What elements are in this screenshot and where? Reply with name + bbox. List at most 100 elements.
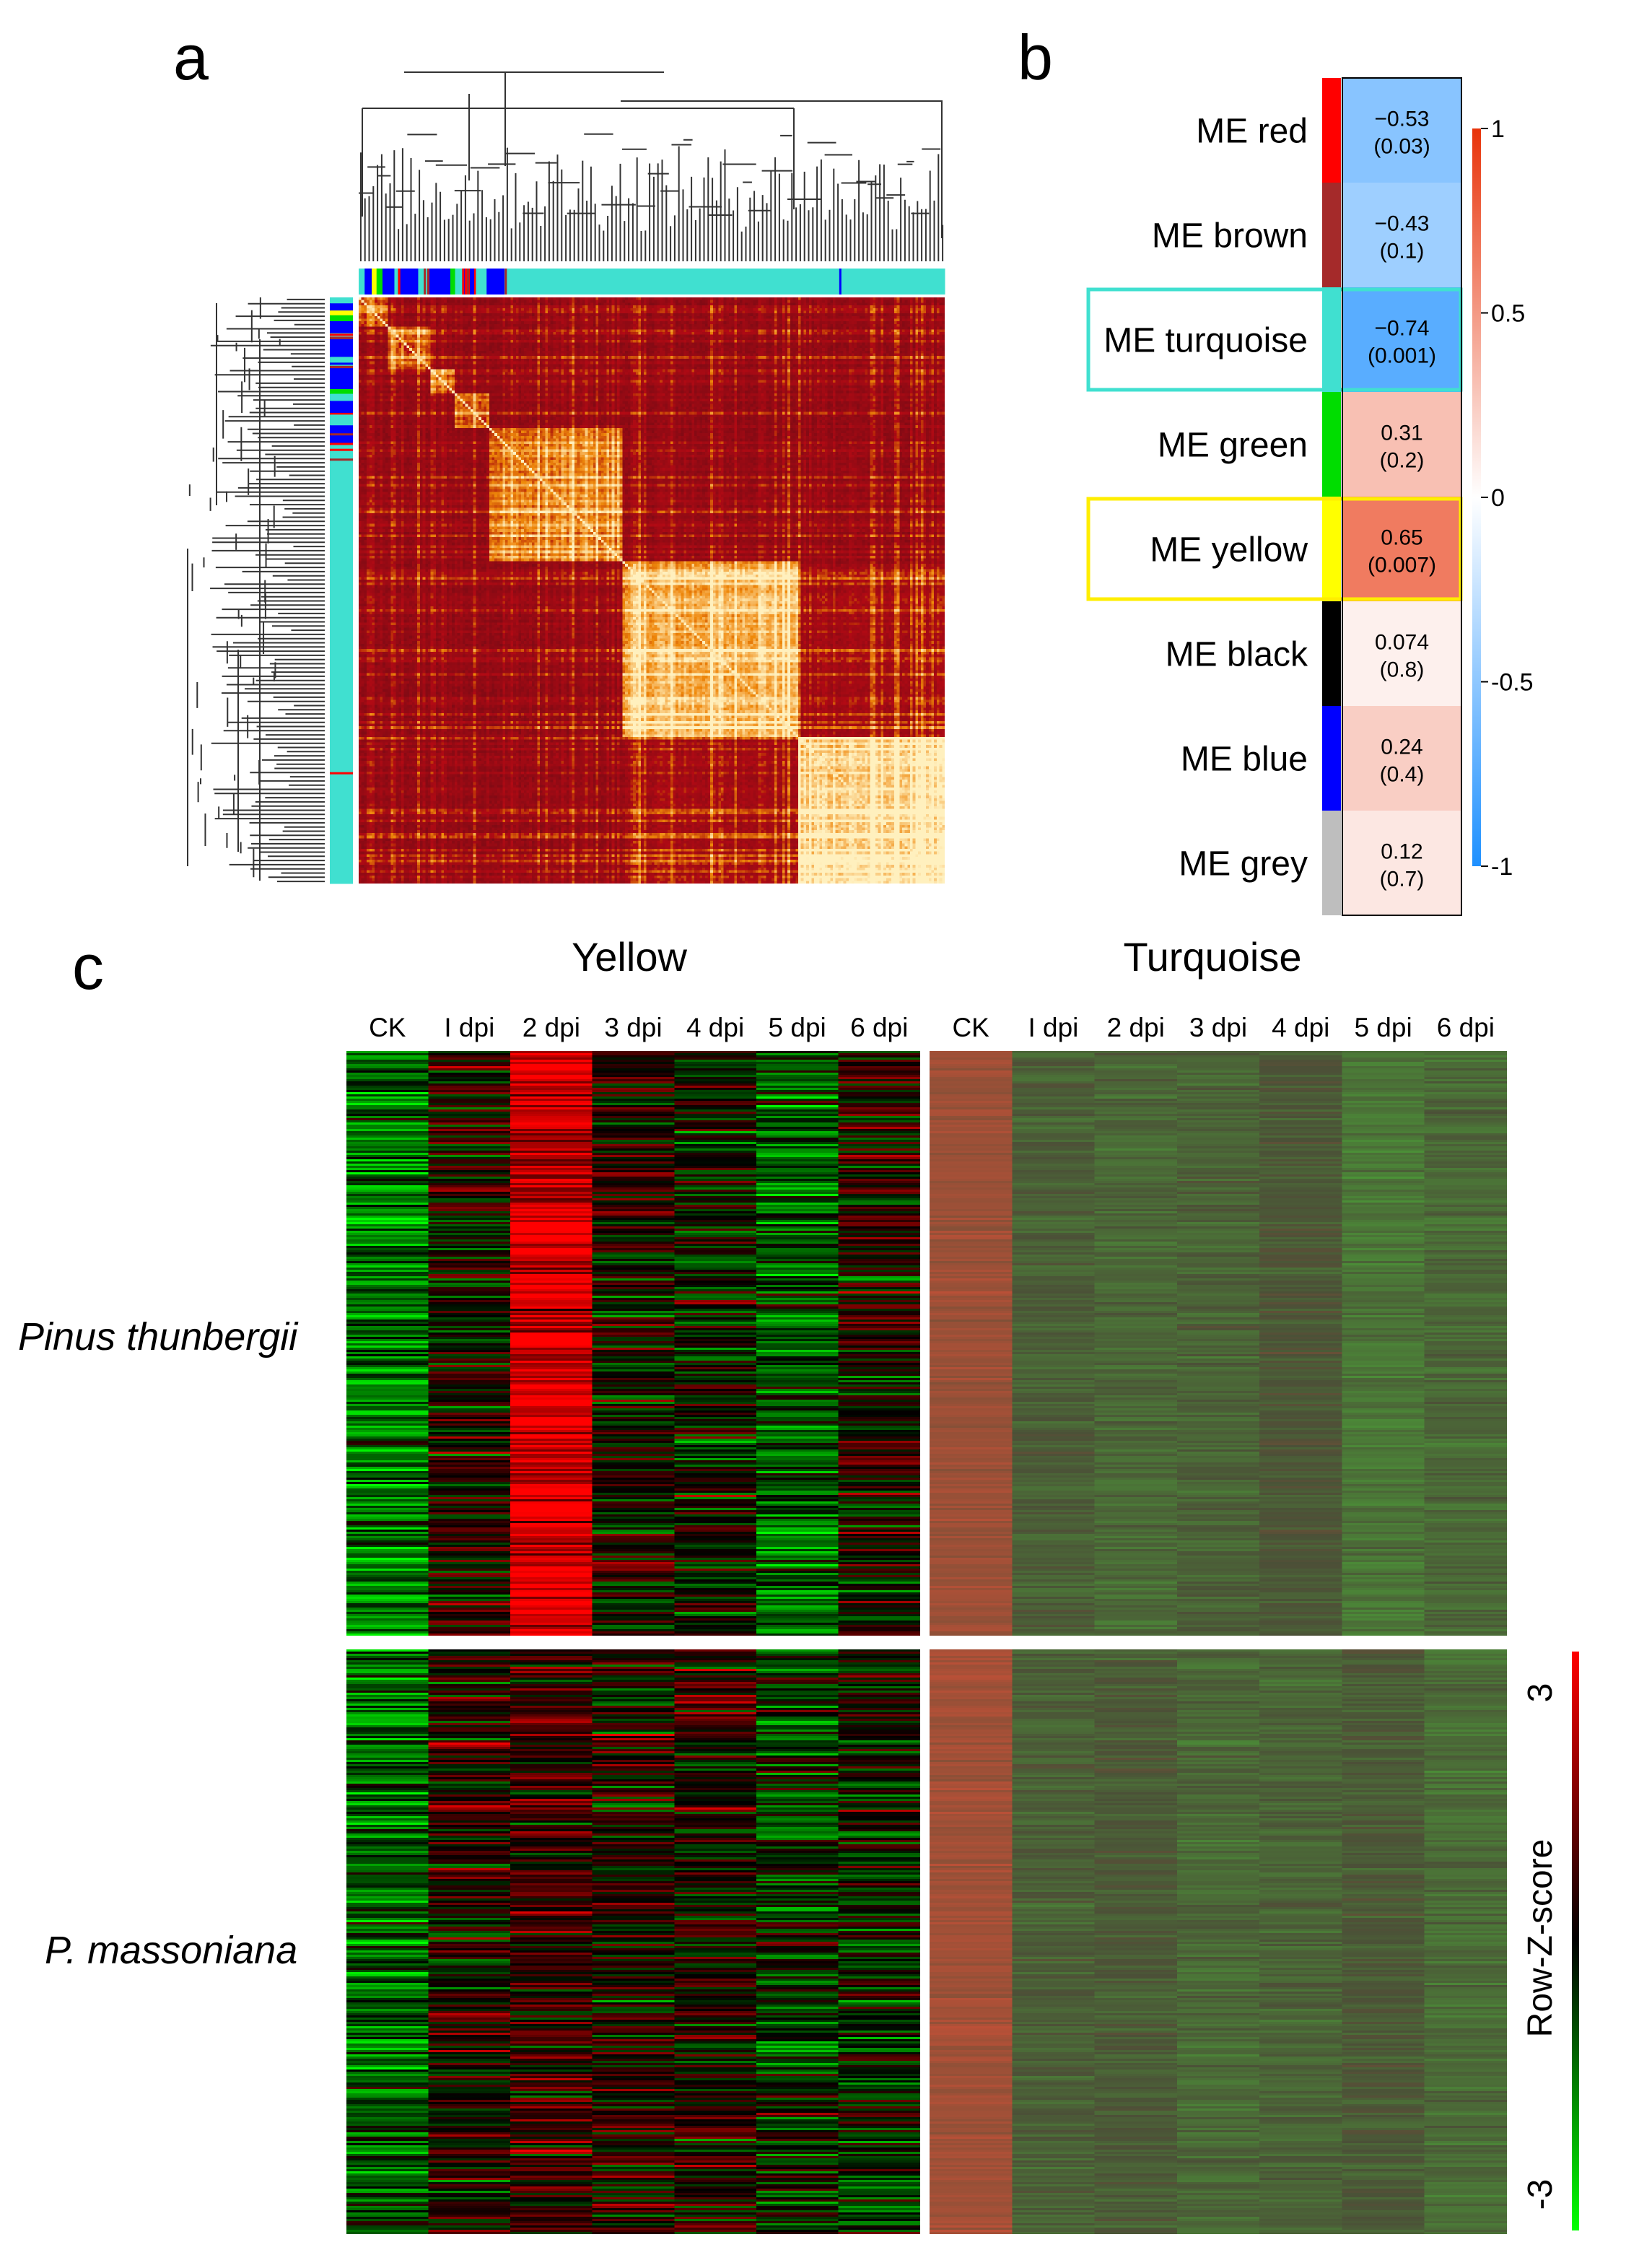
module-tick bbox=[424, 269, 427, 295]
heatmap-turquoise-thunbergii bbox=[930, 1051, 1507, 1636]
column-label: 5 dpi bbox=[1354, 1013, 1412, 1042]
p-value: (0.7) bbox=[1380, 868, 1425, 891]
module-label: ME brown bbox=[1152, 217, 1308, 256]
module-tick bbox=[330, 336, 353, 339]
colorbar-tick-label: 0.5 bbox=[1491, 300, 1525, 328]
expression-heatmaps bbox=[346, 1051, 1507, 2234]
left-dendrogram bbox=[187, 297, 325, 883]
tom-heatmap bbox=[359, 297, 945, 884]
module-color-green bbox=[330, 315, 353, 322]
correlation-cell bbox=[1342, 811, 1461, 915]
module-color-turquoise bbox=[330, 297, 353, 304]
tom-plot-panel bbox=[187, 71, 945, 884]
colorbar-tick-label: -0.5 bbox=[1491, 669, 1534, 697]
module-color-turquoise bbox=[476, 269, 487, 295]
species-label-massoniana: P. massoniana bbox=[45, 1929, 297, 1972]
module-color-green bbox=[450, 269, 456, 295]
top-dendrogram bbox=[359, 71, 944, 261]
correlation-value: −0.74 bbox=[1375, 317, 1430, 341]
heatmap-turquoise-massoniana bbox=[930, 1649, 1507, 2234]
module-color-green bbox=[330, 388, 353, 395]
module-tick bbox=[330, 333, 353, 336]
group-label-yellow: Yellow bbox=[572, 934, 687, 980]
dendrogram-branches bbox=[187, 297, 325, 883]
correlation-value: 0.31 bbox=[1381, 422, 1422, 445]
module-tick bbox=[330, 433, 353, 436]
module-color-turquoise bbox=[394, 269, 398, 295]
module-tick bbox=[330, 442, 353, 445]
p-value: (0.03) bbox=[1373, 135, 1430, 159]
module-color-blue bbox=[330, 368, 353, 390]
module-color-swatch-me-red bbox=[1322, 78, 1341, 183]
panel-label-a: a bbox=[173, 22, 209, 93]
module-color-blue bbox=[330, 401, 353, 414]
correlation-value: −0.43 bbox=[1375, 212, 1430, 236]
column-label: I dpi bbox=[1028, 1013, 1078, 1042]
module-color-turquoise bbox=[330, 393, 353, 401]
p-value: (0.001) bbox=[1368, 344, 1436, 368]
module-color-turquoise bbox=[330, 414, 353, 426]
module-color-turquoise bbox=[455, 269, 463, 295]
panel-label-b: b bbox=[1018, 22, 1053, 93]
module-color-swatch-me-yellow bbox=[1322, 497, 1341, 601]
cell-column-border bbox=[1342, 77, 1462, 916]
module-label: ME yellow bbox=[1150, 531, 1308, 570]
correlation-value: 0.65 bbox=[1381, 526, 1422, 550]
module-color-turquoise bbox=[330, 442, 353, 884]
module-color-brown bbox=[330, 365, 353, 369]
column-label: 5 dpi bbox=[769, 1013, 826, 1042]
correlation-cell bbox=[1342, 287, 1461, 392]
module-color-blue bbox=[400, 269, 419, 295]
colorbar-title: Row-Z-score bbox=[1521, 1839, 1560, 2038]
module-tick bbox=[462, 269, 465, 295]
module-tick bbox=[330, 772, 353, 775]
module-color-swatch-me-blue bbox=[1322, 706, 1341, 811]
module-color-blue bbox=[364, 269, 372, 295]
p-value: (0.4) bbox=[1380, 763, 1425, 787]
module-label: ME turquoise bbox=[1103, 322, 1308, 360]
column-label: 3 dpi bbox=[604, 1013, 662, 1042]
module-color-yellow bbox=[372, 269, 377, 295]
correlation-value: −0.53 bbox=[1375, 108, 1430, 131]
heatmap-yellow-thunbergii bbox=[346, 1051, 920, 1636]
row-z-score-colorbar: 3 -3 Row-Z-score bbox=[1521, 1652, 1579, 2230]
colorbar bbox=[1572, 1652, 1579, 2230]
species-label-thunbergii: Pinus thunbergii bbox=[18, 1315, 299, 1358]
correlation-cell bbox=[1342, 392, 1461, 497]
colorbar bbox=[1472, 128, 1481, 866]
module-label: ME black bbox=[1166, 636, 1308, 674]
heatmap-yellow-massoniana bbox=[346, 1649, 920, 2234]
module-color-swatch-me-black bbox=[1322, 601, 1341, 706]
tom-heatmap-image bbox=[359, 297, 945, 884]
module-tick bbox=[330, 427, 353, 430]
module-color-blue bbox=[486, 269, 505, 295]
dendrogram-branches bbox=[359, 71, 944, 261]
panel-label-c: c bbox=[72, 931, 104, 1003]
module-color-turquoise bbox=[359, 269, 365, 295]
column-label: CK bbox=[952, 1013, 989, 1042]
column-label: 6 dpi bbox=[1437, 1013, 1495, 1042]
column-label: 6 dpi bbox=[850, 1013, 908, 1042]
colorbar-tick-label: 1 bbox=[1491, 115, 1505, 143]
module-tick bbox=[466, 269, 469, 295]
module-color-red bbox=[398, 269, 401, 295]
correlation-value: 0.24 bbox=[1381, 736, 1422, 759]
column-label: CK bbox=[369, 1013, 406, 1042]
p-value: (0.1) bbox=[1380, 240, 1425, 263]
column-label: 3 dpi bbox=[1189, 1013, 1247, 1042]
module-label: ME grey bbox=[1179, 845, 1308, 884]
module-color-swatch-me-turquoise bbox=[1322, 287, 1341, 392]
module-tick bbox=[839, 269, 842, 295]
left-module-color-bar bbox=[330, 297, 353, 884]
module-color-blue bbox=[330, 339, 353, 357]
module-color-yellow bbox=[330, 310, 353, 316]
module-color-turquoise bbox=[504, 269, 945, 295]
module-trait-panel: ME red −0.53 (0.03) ME brown −0.43 (0.1) ME tu… bbox=[1086, 77, 1534, 916]
colorbar-tick-label: -1 bbox=[1491, 853, 1513, 881]
module-tick bbox=[330, 362, 353, 365]
correlation-value: 0.074 bbox=[1375, 631, 1429, 655]
module-color-swatch-me-green bbox=[1322, 392, 1341, 497]
module-color-brown bbox=[427, 269, 430, 295]
module-color-swatch-me-brown bbox=[1322, 183, 1341, 287]
